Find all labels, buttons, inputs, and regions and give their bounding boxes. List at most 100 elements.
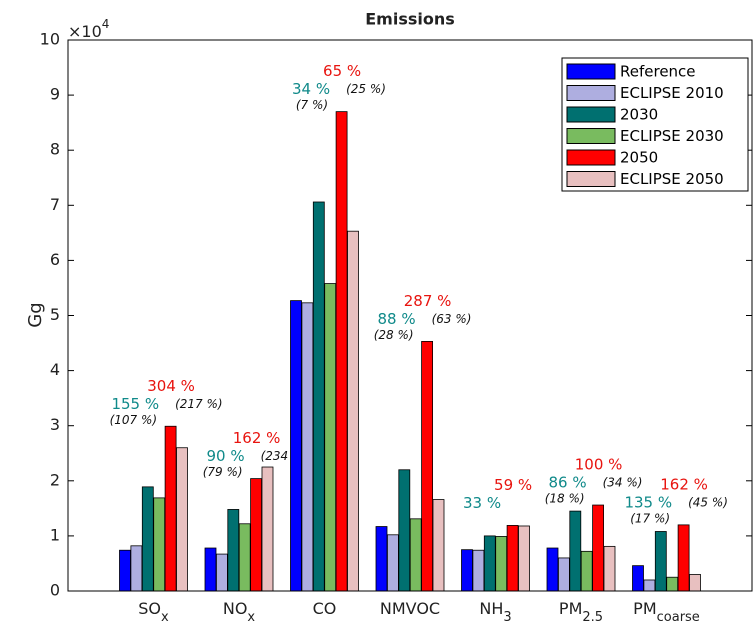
annotation: 90 % [206,447,244,465]
bar [518,525,530,592]
bar [347,230,359,592]
annotation: 162 % [660,475,708,493]
bar [677,524,690,592]
bar [324,283,337,592]
legend-swatch [566,63,616,80]
category-text: NH [479,599,503,618]
annotation: 59 % [494,476,532,494]
y-tick-label: 8 [50,140,60,159]
bar [580,550,593,592]
bar [546,547,559,592]
category-sub: x [161,610,169,625]
x-tick-label: NMVOC [380,599,440,618]
annotation: (45 %) [688,495,728,509]
category-sub: 2.5 [582,610,603,625]
chart-title: Emissions [365,10,455,29]
bar [335,111,348,592]
legend-label: 2030 [620,106,658,124]
bar [569,510,582,592]
bar [153,497,166,592]
category-sub: x [247,610,255,625]
x-tick-label: PMcoarse [633,599,700,625]
y-tick-label: 1 [50,525,60,544]
x-tick-label: SOx [138,599,169,625]
y-tick-label: 9 [50,85,60,104]
y-tick-label: 6 [50,250,60,269]
annotation: 155 % [111,395,159,413]
annotation: (17 %) [630,511,670,525]
category-sub: coarse [657,610,700,625]
y-tick-label: 0 [50,581,60,600]
bar [421,340,434,592]
multiplier-exp: 4 [102,17,110,31]
category-text: SO [138,599,161,618]
x-tick-label: NH3 [479,599,511,625]
annotation: 162 % [233,429,281,447]
legend-swatch [566,128,616,144]
annotation: (28 %) [374,328,414,342]
bar [472,549,485,592]
category-text: NO [223,599,248,618]
annotation: 34 % [292,80,330,98]
bar [130,545,143,592]
bar [119,549,131,592]
y-tick-label: 4 [50,360,60,379]
bar [506,525,519,592]
bar [666,576,679,592]
bar [398,469,411,592]
y-tick-label: 3 [50,415,60,434]
category-text: CO [313,599,337,618]
annotation: (79 %) [203,465,243,479]
annotation: (63 %) [432,312,472,326]
annotation: 86 % [548,474,586,492]
bar [432,499,445,592]
bar [483,535,496,592]
legend-label: Reference [620,63,696,81]
annotation: 33 % [463,494,501,512]
y-tick-label: 5 [50,305,60,324]
x-tick-label: PM2.5 [559,599,603,625]
bar [261,466,274,592]
legend-label: ECLIPSE 2010 [620,84,724,102]
legend-label: ECLIPSE 2050 [620,170,724,188]
bar [375,526,388,592]
legend-label: ECLIPSE 2030 [620,127,724,145]
bar [386,534,399,592]
bar [238,523,251,592]
y-multiplier: ×104 [68,17,109,41]
legend-label: 2050 [620,149,658,167]
bar [643,579,656,592]
legend-swatch [566,149,616,166]
bar [654,531,667,592]
annotation: (7 %) [296,98,328,112]
bar [204,547,217,592]
bar [558,557,570,592]
y-tick-label: 10 [40,30,60,49]
bar [176,447,188,592]
annotation: 88 % [377,310,415,328]
legend-box [561,57,749,192]
x-tick-label: NOx [223,599,256,625]
annotation: (18 %) [545,492,585,506]
legend-swatch [566,85,616,101]
bar [141,486,154,592]
annotation: (107 %) [110,413,157,427]
y-axis-label: Gg [25,302,46,327]
bar [312,201,325,592]
bar [632,565,644,592]
bar [250,478,263,592]
bar [164,425,177,592]
legend-swatch [566,106,616,123]
category-text: PM [559,599,582,618]
bar [495,536,508,592]
annotation: 304 % [147,377,195,395]
annotation: 135 % [624,493,672,511]
annotation: 100 % [575,456,623,474]
bar [301,302,314,592]
annotation: (25 %) [346,82,386,96]
category-text: PM [633,599,656,618]
y-tick-label: 7 [50,195,60,214]
bar [689,574,701,592]
category-text: NMVOC [380,599,440,618]
